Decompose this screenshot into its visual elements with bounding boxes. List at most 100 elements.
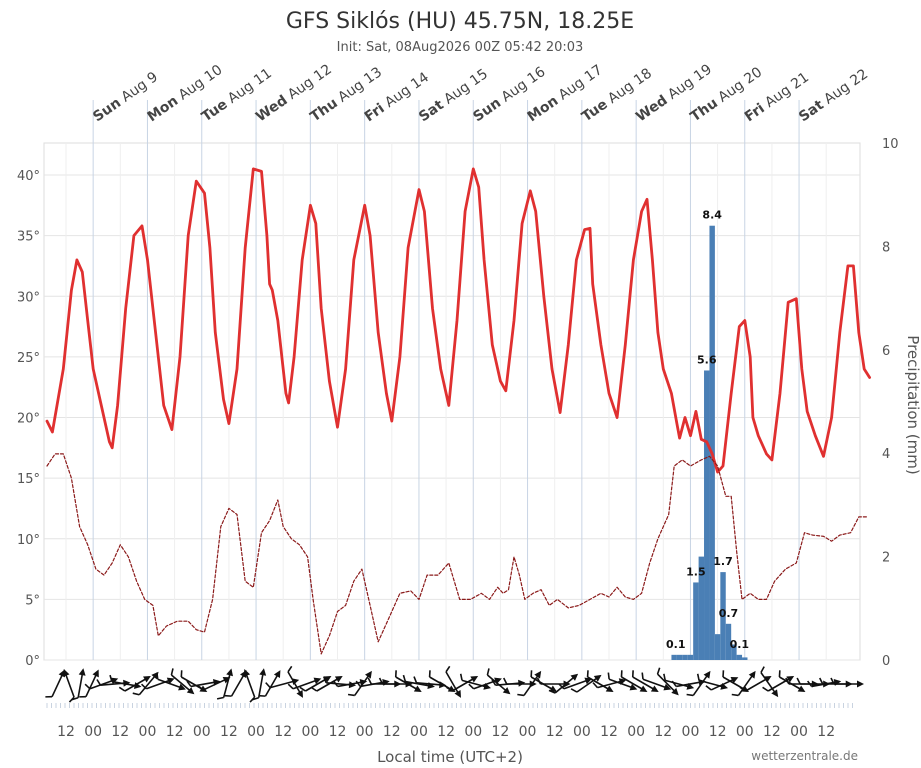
wind-barb (548, 673, 579, 694)
precipitation-tick: 4 (882, 447, 890, 462)
day-date: Aug 9 (115, 69, 161, 108)
wind-barb (445, 665, 461, 698)
precipitation-bar (698, 556, 705, 660)
temperature-tick: 35° (17, 230, 40, 245)
wind-barb-head (730, 677, 739, 684)
wind-barb-flag (739, 686, 747, 692)
wind-barb-flag (347, 693, 355, 697)
plot-area (43, 142, 861, 661)
wind-barb-flag (310, 686, 318, 692)
precipitation-bar (682, 654, 688, 660)
wind-barb-flag (517, 693, 525, 697)
wind-barb-flag (722, 670, 725, 678)
precipitation-bar (720, 572, 726, 660)
wind-barb (347, 670, 372, 697)
temperature-tick: 20° (17, 412, 40, 427)
wind-barb-head (650, 685, 659, 692)
wind-barb-head (123, 679, 131, 687)
time-tick: 00 (736, 724, 754, 740)
wind-barb-flag (224, 694, 232, 697)
wind-barb-flag (686, 693, 694, 697)
wind-barb-head (629, 683, 638, 691)
time-tick: 12 (491, 724, 509, 740)
precipitation-tick: 6 (882, 344, 890, 359)
wind-barb-flag (258, 694, 266, 697)
wind-barb-head (92, 669, 99, 678)
wind-barb-head (296, 690, 303, 698)
wind-barb (287, 665, 303, 698)
time-tick: 00 (519, 724, 537, 740)
time-tick: 00 (682, 724, 700, 740)
wind-barb-flag (796, 677, 801, 685)
temperature-tick: 15° (17, 472, 40, 487)
wind-barb (762, 676, 795, 692)
wind-barb-flag (378, 677, 384, 685)
wind-barb-head (703, 670, 711, 679)
precipitation-value-label: 5.6 (697, 353, 717, 366)
wind-barb (287, 677, 322, 690)
time-tick: 12 (654, 724, 672, 740)
time-axis-ticks: 12 00 12 00 12 00 12 00 12 00 12 00 12 00 12 00 12 00 12 00… (57, 724, 835, 740)
wind-barb-head (605, 685, 614, 692)
time-tick: 00 (247, 724, 265, 740)
wind-barb-flag (446, 686, 453, 692)
wind-barb-head (348, 681, 357, 689)
time-tick: 00 (356, 724, 374, 740)
precipitation-value-label: 0.1 (666, 638, 686, 651)
wind-barb-flag (394, 670, 397, 678)
time-tick: 12 (274, 724, 292, 740)
temperature-tick: 5° (25, 593, 40, 608)
wind-barb (258, 670, 281, 697)
wind-barb-flag (620, 670, 623, 678)
wind-barb-head (143, 676, 151, 683)
temperature-lines (45, 167, 871, 655)
time-tick: 00 (627, 724, 645, 740)
wind-barb-head (549, 685, 558, 692)
precipitation-value-label: 0.1 (730, 638, 750, 651)
wind-barb-flag (696, 673, 700, 681)
temperature-line (45, 167, 871, 474)
precipitation-bar (714, 634, 721, 660)
chart-subtitle: Init: Sat, 08Aug2026 00Z 05:42 20:03 (337, 40, 584, 55)
wind-barb-flag (170, 668, 174, 676)
wind-barb-head (110, 677, 119, 685)
wind-barb-flag (592, 682, 599, 689)
time-tick: 00 (301, 724, 319, 740)
time-tick: 12 (437, 724, 455, 740)
wind-barb-head (748, 670, 756, 679)
wind-barb-head (454, 690, 461, 698)
time-tick: 00 (193, 724, 211, 740)
precipitation-tick: 10 (882, 137, 899, 152)
wind-barb-head (62, 668, 70, 677)
wind-barb (486, 668, 511, 695)
wind-barb-head (226, 668, 233, 677)
wind-barb (446, 676, 479, 692)
wind-barb-head (763, 676, 772, 683)
wind-barb-head (663, 683, 672, 691)
precipitation-labels: 0.1 1.5 5.6 8.4 1.7 0.7 0.1 (666, 209, 749, 651)
temperature-tick: 0° (25, 654, 40, 669)
wind-barb-flag (287, 683, 294, 690)
time-tick: 12 (817, 724, 835, 740)
wind-barb-flag (265, 682, 271, 689)
wind-barb-flag (491, 679, 497, 686)
wind-barb (216, 668, 233, 700)
wind-barb-flag (299, 686, 306, 692)
wind-barb (731, 670, 756, 697)
precipitation-tick: 2 (882, 551, 890, 566)
wind-barb-head (199, 685, 208, 692)
wind-barb-flag (156, 672, 159, 680)
wind-barb-flag (807, 680, 813, 687)
wind-barb-head (186, 687, 195, 695)
precipitation-bar (709, 225, 715, 660)
wind-barb-flag (731, 693, 739, 697)
wind-barb-flag (656, 667, 661, 675)
wind-barb-flag (486, 668, 490, 676)
temperature-tick: 30° (17, 290, 40, 305)
wind-barb (760, 666, 779, 698)
wind-barb-flag (445, 665, 451, 673)
wind-barb-head (243, 668, 251, 677)
precipitation-bar (704, 370, 710, 660)
precipitation-bar (731, 644, 737, 660)
